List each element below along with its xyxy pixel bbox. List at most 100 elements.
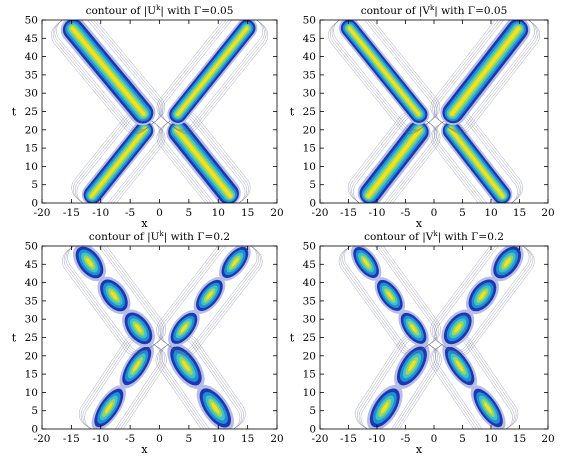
y-tick-label: 25 — [303, 332, 316, 344]
y-tick-label: 0 — [31, 424, 38, 436]
y-tick-label: 25 — [303, 106, 316, 118]
x-tick-label: 0 — [431, 433, 438, 445]
y-tick-label: 35 — [303, 69, 316, 81]
y-tick-label: 15 — [303, 143, 316, 155]
contour-field — [338, 246, 535, 429]
chart-panel-2: -20 -15 -10 -5 0 5 10 15 20 0 5 10 15 20 25 30 35 40 45 50 x… — [290, 4, 555, 230]
y-tick-label: 10 — [303, 161, 316, 173]
x-tick-label: -10 — [369, 433, 386, 445]
y-tick-label: 25 — [25, 332, 38, 344]
x-tick-label: 20 — [270, 207, 283, 219]
x-tick-label: -15 — [340, 207, 357, 219]
y-tick-label: 15 — [25, 369, 38, 381]
soliton-beam-2 — [51, 20, 165, 134]
x-tick-label: -15 — [63, 207, 80, 219]
y-tick-label: 15 — [25, 143, 38, 155]
contour-field — [328, 20, 540, 203]
x-axis-label: x — [416, 217, 423, 230]
y-axis-label: t — [12, 106, 17, 119]
y-axis-label: t — [12, 332, 17, 345]
y-tick-label: 5 — [31, 179, 38, 191]
x-axis-label: x — [141, 217, 148, 230]
y-tick-label: 50 — [25, 241, 38, 253]
x-tick-label: -20 — [34, 433, 51, 445]
x-tick-label: -15 — [340, 433, 357, 445]
x-tick-label: 10 — [484, 433, 497, 445]
soliton-beam-1 — [78, 334, 167, 429]
soliton-beam-4 — [156, 20, 269, 134]
x-tick-label: -10 — [369, 207, 386, 219]
soliton-beam-4 — [156, 246, 263, 356]
x-tick-label: 15 — [241, 433, 254, 445]
y-tick-label: 45 — [303, 259, 316, 271]
x-tick-label: 20 — [270, 433, 283, 445]
chart-title: contour of |Vk| with Γ=0.05 — [361, 4, 508, 18]
y-tick-label: 50 — [303, 241, 316, 253]
x-tick-label: 5 — [186, 207, 193, 219]
y-tick-label: 40 — [25, 277, 38, 289]
y-tick-label: 25 — [25, 106, 38, 118]
soliton-beam-2 — [62, 246, 166, 356]
y-tick-label: 50 — [25, 15, 38, 27]
y-tick-label: 5 — [31, 405, 38, 417]
x-tick-label: -15 — [63, 433, 80, 445]
x-axis-label: x — [141, 443, 148, 456]
y-tick-label: 20 — [25, 350, 38, 362]
x-tick-label: 20 — [541, 433, 554, 445]
y-axis-label: t — [290, 106, 295, 119]
x-tick-label: -5 — [125, 433, 135, 445]
y-tick-label: 50 — [303, 15, 316, 27]
x-tick-label: -5 — [400, 207, 410, 219]
x-tick-label: -20 — [312, 207, 329, 219]
chart-panel-1: -20 -15 -10 -5 0 5 10 15 20 0 5 10 15 20 25 30 35 40 45 50 x… — [12, 4, 284, 230]
y-tick-label: 5 — [309, 405, 316, 417]
y-tick-label: 40 — [25, 51, 38, 63]
x-tick-label: 15 — [513, 433, 526, 445]
x-tick-label: 0 — [431, 207, 438, 219]
chart-title: contour of |Vk| with Γ=0.2 — [364, 230, 504, 244]
x-tick-label: -5 — [400, 433, 410, 445]
soliton-beam-3 — [156, 111, 251, 203]
y-tick-label: 35 — [25, 295, 38, 307]
y-axis-label: t — [290, 332, 295, 345]
soliton-beam-2 — [338, 246, 441, 356]
y-tick-label: 10 — [25, 387, 38, 399]
soliton-beam-3 — [155, 334, 246, 429]
x-tick-label: 10 — [212, 433, 225, 445]
chart-title: contour of |Uk| with Γ=0.05 — [86, 4, 234, 18]
y-tick-label: 0 — [31, 198, 38, 210]
x-axis-label: x — [416, 443, 423, 456]
chart-panel-3: -20 -15 -10 -5 0 5 10 15 20 0 5 10 15 20 25 30 35 40 45 50 x… — [12, 230, 284, 456]
x-tick-label: -20 — [312, 433, 329, 445]
y-tick-label: 40 — [303, 51, 316, 63]
x-tick-label: -10 — [92, 207, 109, 219]
y-tick-label: 30 — [303, 314, 316, 326]
y-tick-label: 30 — [303, 88, 316, 100]
y-tick-label: 45 — [303, 33, 316, 45]
y-tick-label: 45 — [25, 259, 38, 271]
y-tick-label: 10 — [25, 161, 38, 173]
contour-field — [62, 246, 263, 429]
y-tick-label: 10 — [303, 387, 316, 399]
x-tick-label: 5 — [459, 207, 466, 219]
x-tick-label: 15 — [241, 207, 254, 219]
soliton-beam-4 — [430, 246, 535, 356]
y-tick-label: 20 — [303, 350, 316, 362]
y-tick-label: 0 — [309, 198, 316, 210]
y-tick-label: 5 — [309, 179, 316, 191]
x-tick-label: 15 — [513, 207, 526, 219]
contour-field — [51, 20, 269, 203]
soliton-beam-1 — [347, 111, 441, 203]
y-tick-label: 20 — [303, 124, 316, 136]
y-tick-label: 45 — [25, 33, 38, 45]
x-tick-label: -10 — [92, 433, 109, 445]
x-tick-label: 5 — [186, 433, 193, 445]
y-tick-label: 0 — [309, 424, 316, 436]
y-tick-label: 20 — [25, 124, 38, 136]
soliton-beam-4 — [430, 20, 540, 134]
y-tick-label: 35 — [303, 295, 316, 307]
x-tick-label: -20 — [34, 207, 51, 219]
x-tick-label: 10 — [212, 207, 225, 219]
x-tick-label: -5 — [125, 207, 135, 219]
soliton-beam-1 — [355, 335, 442, 429]
